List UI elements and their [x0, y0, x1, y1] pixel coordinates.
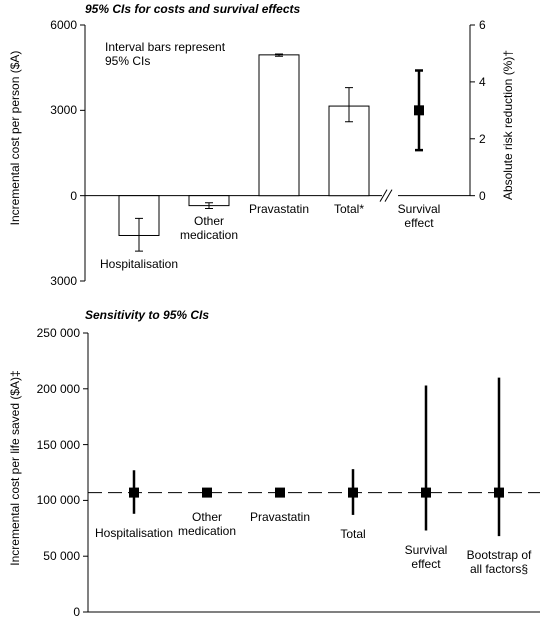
chart-title: Sensitivity to 95% CIs: [85, 308, 210, 322]
x-tick-label: Survival effect: [404, 542, 448, 571]
x-tick-label: Other medication: [179, 214, 239, 243]
error-bar: [135, 217, 143, 252]
y-tick-label: 3000: [50, 274, 77, 288]
y2-tick-label: 0: [479, 188, 486, 203]
y-tick-label: 6000: [50, 18, 77, 32]
error-bar: [275, 53, 283, 57]
axis-break: [379, 189, 388, 202]
y2-tick-label: 4: [479, 74, 486, 89]
point: [348, 487, 358, 498]
y2-tick-label: 6: [479, 18, 486, 32]
point: [202, 487, 212, 498]
axis-break: [384, 189, 393, 202]
y-tick-label: 0: [73, 605, 80, 619]
point: [494, 487, 504, 498]
point: [414, 105, 424, 116]
x-tick-label: Other medication: [177, 509, 237, 538]
x-tick-label: Pravastatin: [248, 201, 310, 216]
annotation: Interval bars represent 95% CIs: [105, 40, 226, 68]
y-tick-label: 100 000: [36, 493, 80, 508]
x-tick-label: Survival effect: [397, 201, 441, 230]
y-tick-label: 150 000: [36, 437, 80, 452]
y2-tick-label: 2: [479, 131, 486, 146]
point: [421, 487, 431, 498]
x-tick-label: Total*: [333, 201, 365, 216]
error-bar: [205, 202, 213, 209]
x-tick-label: Hospitalisation: [94, 525, 174, 540]
bar: [258, 54, 300, 197]
point: [275, 487, 285, 498]
y2-axis-label: Absolute risk reduction (%)†: [501, 50, 515, 201]
y-axis-label: Incremental cost per life saved ($A)‡: [8, 369, 22, 566]
chart-title: 95% CIs for costs and survival effects: [85, 2, 301, 16]
point: [129, 487, 139, 498]
y-tick-label: 3000: [50, 103, 77, 118]
x-tick-label: Total: [340, 526, 366, 541]
error-bar: [345, 87, 353, 123]
x-tick-label: Hospitalisation: [99, 257, 179, 272]
y-tick-label: 0: [70, 188, 77, 203]
y-tick-label: 50 000: [43, 549, 80, 564]
y-axis-label: Incremental cost per person ($A): [8, 50, 22, 226]
x-tick-label: Pravastatin: [249, 509, 311, 524]
x-tick-label: Bootstrap of all factors§: [466, 548, 532, 577]
y-tick-label: 200 000: [36, 381, 80, 396]
y-tick-label: 250 000: [36, 326, 80, 340]
